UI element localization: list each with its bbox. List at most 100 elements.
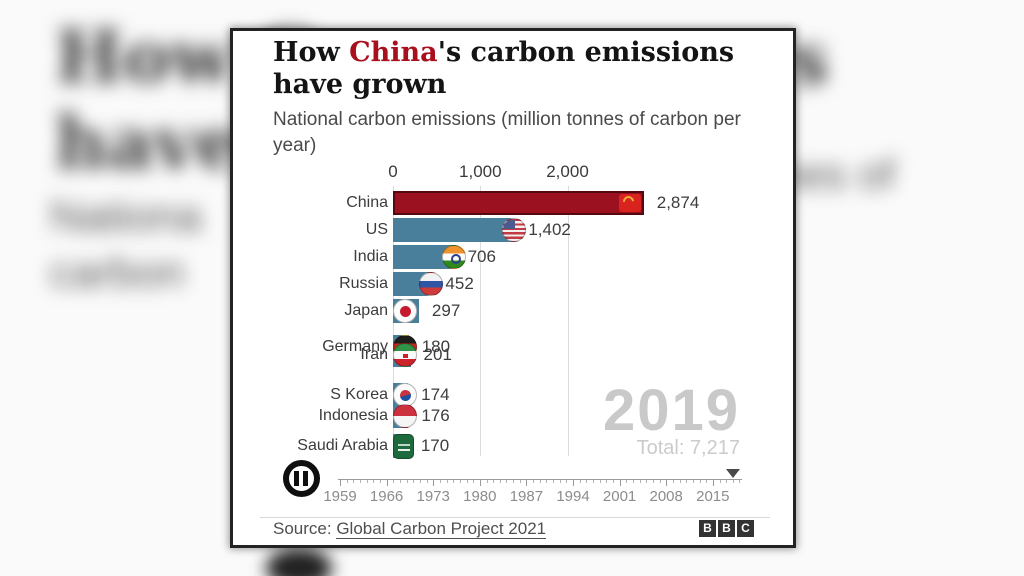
timeline-tick	[433, 480, 435, 486]
timeline-tick	[593, 480, 594, 483]
timeline-tick	[546, 480, 548, 483]
timeline-tick	[632, 480, 634, 483]
bar-value-germany: 180	[421, 337, 451, 356]
source-label: Source:	[273, 519, 337, 538]
timeline-year-label: 1994	[556, 488, 590, 505]
bar-label-saudi: Saudi Arabia	[297, 437, 388, 454]
source-line: Source: Global Carbon Project 2021	[273, 519, 547, 539]
bar-label-indonesia: Indonesia	[318, 407, 388, 424]
japan-flag-icon	[393, 299, 417, 323]
timeline-tick	[646, 480, 648, 483]
timeline-tick	[493, 480, 495, 483]
timeline-tick	[513, 480, 515, 483]
timeline-year-label: 2015	[696, 488, 730, 505]
timeline-position-marker[interactable]	[726, 469, 740, 478]
pause-button[interactable]	[283, 460, 320, 497]
timeline-tick	[659, 480, 661, 483]
timeline-tick	[626, 480, 628, 483]
timeline-tick	[426, 480, 428, 483]
timeline-tick	[499, 480, 501, 483]
timeline-tick	[379, 480, 381, 483]
timeline-tick	[406, 480, 408, 483]
year-display: 2019	[602, 378, 740, 443]
title-text: 's carbon emissions have grown	[273, 37, 735, 100]
india-flag-icon	[441, 245, 466, 269]
timeline-tick	[619, 480, 621, 486]
timeline-tick	[712, 480, 714, 486]
timeline-tick	[606, 480, 608, 483]
us-flag-icon	[502, 218, 527, 242]
timeline-year-label: 2001	[602, 488, 637, 505]
x-axis-tick-label: 2,000	[546, 162, 589, 181]
bar-label-germany: Germany	[322, 338, 388, 355]
saudi-flag-icon	[393, 434, 414, 459]
gridline	[567, 186, 569, 456]
bar-label-russia: Russia	[339, 275, 388, 292]
pause-icon	[303, 471, 308, 486]
iran-flag-icon	[393, 343, 417, 367]
timeline-axis	[338, 479, 742, 480]
bbc-logo-letter: C	[737, 520, 754, 537]
timeline-year-label: 1959	[323, 488, 357, 505]
timeline-tick	[366, 480, 368, 483]
timeline-tick	[732, 480, 734, 483]
timeline-tick	[719, 480, 721, 483]
timeline-slider[interactable]: 1959 1966 1973 1980 1987 1994 2001 2008 2015	[323, 463, 748, 508]
timeline-tick	[439, 480, 441, 483]
timeline-tick	[506, 480, 508, 483]
timeline-tick	[586, 480, 588, 483]
bar-label-india: India	[353, 248, 388, 265]
source-link[interactable]: Global Carbon Project 2021	[336, 519, 547, 539]
timeline-tick	[399, 480, 401, 483]
timeline-tick	[726, 480, 728, 483]
timeline-tick	[386, 480, 388, 486]
timeline-tick	[739, 480, 741, 483]
title-text: How	[273, 37, 350, 68]
timeline-tick	[686, 480, 688, 483]
timeline-tick	[340, 480, 341, 486]
timeline-tick	[612, 480, 614, 483]
timeline-tick	[479, 480, 481, 486]
x-axis-tick-label: 1,000	[459, 162, 502, 181]
bar-china	[393, 191, 644, 215]
timeline-tick	[706, 480, 708, 483]
timeline-tick	[353, 480, 355, 483]
timeline-tick	[553, 480, 554, 483]
timeline-year-label: 1987	[509, 488, 544, 505]
bar-value-saudi: 170	[420, 436, 450, 455]
timeline-tick	[473, 480, 475, 483]
timeline-tick	[639, 480, 641, 483]
footer-divider	[260, 517, 770, 518]
timeline-tick	[679, 480, 681, 483]
bbc-logo-letter: B	[699, 520, 716, 537]
timeline-tick	[699, 480, 701, 483]
timeline-tick	[519, 480, 521, 483]
timeline-year-label: 1973	[416, 488, 450, 505]
bar-us	[393, 218, 516, 242]
timeline-tick	[346, 480, 348, 483]
timeline-year-label: 1966	[369, 488, 404, 505]
bbc-logo-letter: B	[718, 520, 735, 537]
timeline-tick	[666, 480, 668, 486]
russia-flag-icon	[419, 272, 444, 296]
bar-value-iran: 201	[423, 345, 452, 364]
timeline-tick	[579, 480, 581, 483]
timeline-tick	[526, 480, 528, 486]
timeline-tick	[672, 480, 674, 483]
timeline-tick	[413, 480, 415, 483]
total-display: Total: 7,217	[636, 437, 740, 459]
timeline-tick	[459, 480, 461, 483]
bar-value-china: 2,874	[656, 193, 700, 212]
bar-label-iran: Iran	[360, 346, 388, 363]
bar-value-us: 1,402	[528, 220, 571, 239]
bar-value-indonesia: 176	[421, 406, 450, 425]
bar-value-india: 706	[467, 247, 496, 266]
timeline-tick	[419, 480, 421, 483]
bar-value-russia: 452	[445, 274, 474, 293]
pause-icon	[294, 471, 299, 486]
timeline-tick	[466, 480, 468, 483]
background-blur-pause-blob	[266, 548, 332, 576]
timeline-tick	[539, 480, 541, 483]
bar-label-japan: Japan	[344, 302, 388, 319]
